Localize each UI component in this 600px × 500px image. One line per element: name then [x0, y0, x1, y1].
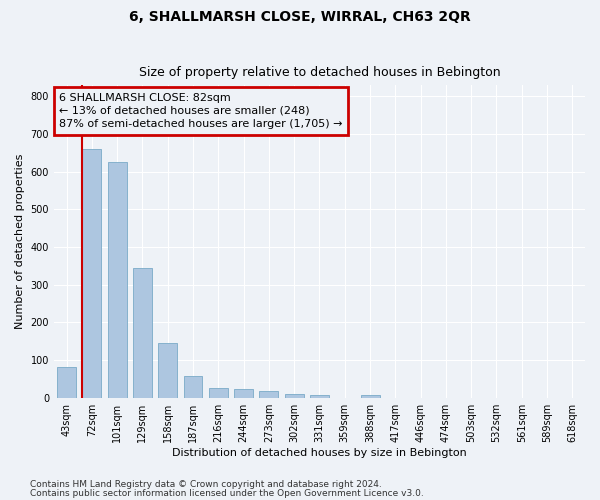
Bar	[234, 390, 253, 398]
Bar	[284, 394, 304, 398]
Text: Contains public sector information licensed under the Open Government Licence v3: Contains public sector information licen…	[30, 488, 424, 498]
Bar	[209, 388, 228, 398]
Bar	[107, 162, 127, 398]
Bar	[158, 343, 177, 398]
Bar	[57, 367, 76, 398]
X-axis label: Distribution of detached houses by size in Bebington: Distribution of detached houses by size …	[172, 448, 467, 458]
Bar	[82, 149, 101, 398]
Text: 6, SHALLMARSH CLOSE, WIRRAL, CH63 2QR: 6, SHALLMARSH CLOSE, WIRRAL, CH63 2QR	[129, 10, 471, 24]
Bar	[184, 376, 202, 398]
Bar	[310, 395, 329, 398]
Bar	[259, 392, 278, 398]
Bar	[361, 394, 380, 398]
Bar	[133, 268, 152, 398]
Title: Size of property relative to detached houses in Bebington: Size of property relative to detached ho…	[139, 66, 500, 80]
Text: Contains HM Land Registry data © Crown copyright and database right 2024.: Contains HM Land Registry data © Crown c…	[30, 480, 382, 489]
Text: 6 SHALLMARSH CLOSE: 82sqm
← 13% of detached houses are smaller (248)
87% of semi: 6 SHALLMARSH CLOSE: 82sqm ← 13% of detac…	[59, 92, 343, 129]
Y-axis label: Number of detached properties: Number of detached properties	[15, 154, 25, 329]
